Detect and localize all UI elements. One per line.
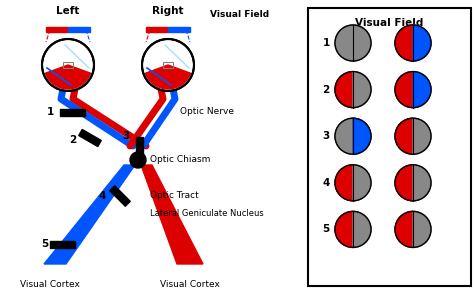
Wedge shape: [413, 211, 431, 247]
Wedge shape: [413, 72, 431, 108]
Text: 4: 4: [322, 178, 330, 188]
Circle shape: [335, 25, 371, 61]
Bar: [308, 8, 471, 286]
Circle shape: [395, 118, 431, 154]
Circle shape: [395, 211, 431, 247]
Wedge shape: [335, 118, 353, 154]
Text: 5: 5: [322, 224, 329, 234]
Bar: [168, 27, 190, 32]
Wedge shape: [353, 72, 371, 108]
Wedge shape: [395, 25, 413, 61]
Bar: [51, 240, 75, 248]
Bar: [68, 27, 90, 32]
Text: Eye: Eye: [178, 68, 195, 76]
Wedge shape: [353, 118, 371, 154]
Wedge shape: [353, 165, 371, 201]
Text: Visual Cortex: Visual Cortex: [160, 280, 220, 289]
Text: Visual Cortex: Visual Cortex: [20, 280, 80, 289]
Text: Optic Chiasm: Optic Chiasm: [150, 156, 210, 165]
Text: 3: 3: [322, 131, 329, 141]
Text: Left: Left: [56, 6, 80, 16]
Text: 3: 3: [123, 131, 130, 141]
Bar: [63, 62, 73, 68]
Text: 2: 2: [69, 135, 76, 145]
Bar: [46, 27, 68, 32]
Wedge shape: [395, 118, 413, 154]
Wedge shape: [413, 118, 431, 154]
Wedge shape: [335, 211, 353, 247]
Wedge shape: [146, 65, 191, 89]
Wedge shape: [353, 25, 371, 61]
Wedge shape: [395, 72, 413, 108]
Wedge shape: [413, 25, 431, 61]
Wedge shape: [46, 65, 91, 89]
Wedge shape: [335, 165, 353, 201]
Text: Lateral Geniculate Nucleus: Lateral Geniculate Nucleus: [150, 208, 264, 218]
Circle shape: [130, 152, 146, 168]
Circle shape: [395, 165, 431, 201]
Bar: [79, 129, 101, 146]
Polygon shape: [44, 165, 135, 264]
Circle shape: [335, 211, 371, 247]
Text: Visual Field: Visual Field: [356, 18, 424, 28]
Bar: [137, 137, 144, 159]
Text: 1: 1: [47, 107, 54, 117]
Bar: [163, 62, 173, 68]
Wedge shape: [335, 72, 353, 108]
Wedge shape: [353, 211, 371, 247]
Wedge shape: [413, 165, 431, 201]
Text: 2: 2: [322, 85, 329, 95]
Text: Right: Right: [152, 6, 184, 16]
Text: Optic Tract: Optic Tract: [150, 191, 199, 201]
Polygon shape: [141, 165, 203, 264]
Circle shape: [142, 39, 194, 91]
Bar: [146, 27, 168, 32]
Wedge shape: [335, 25, 353, 61]
Circle shape: [395, 25, 431, 61]
Circle shape: [335, 72, 371, 108]
Circle shape: [42, 39, 94, 91]
Text: 5: 5: [41, 239, 48, 249]
Text: Visual Field: Visual Field: [210, 10, 270, 19]
Text: 1: 1: [322, 38, 329, 48]
Circle shape: [335, 118, 371, 154]
Circle shape: [395, 72, 431, 108]
Bar: [110, 186, 130, 206]
Text: 4: 4: [99, 191, 106, 201]
Bar: [61, 108, 85, 116]
Text: Optic Nerve: Optic Nerve: [180, 108, 234, 116]
Circle shape: [335, 165, 371, 201]
Wedge shape: [395, 211, 413, 247]
Wedge shape: [395, 165, 413, 201]
